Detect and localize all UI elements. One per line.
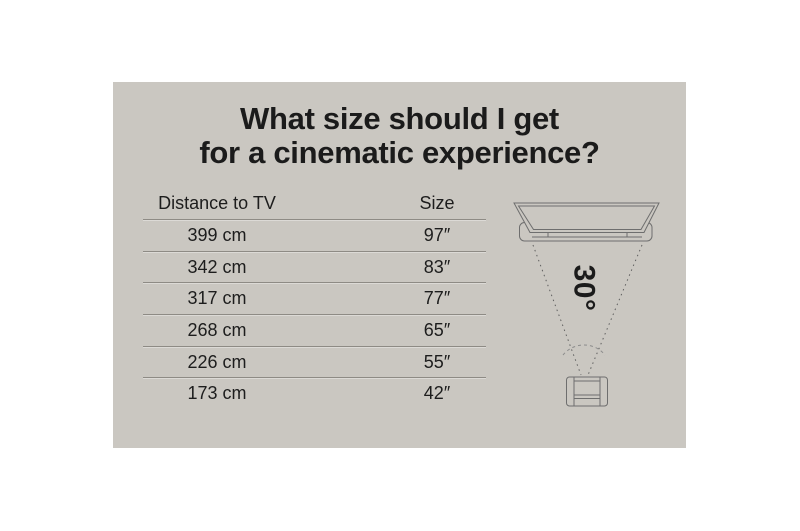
seat-outline (566, 376, 608, 407)
size-value: 83″ (423, 256, 451, 277)
page-title: What size should I get for a cinematic e… (113, 102, 686, 170)
view-cone-right-line (587, 244, 643, 376)
seat-cushion-lines (574, 380, 600, 399)
page-title-line1: What size should I get (240, 101, 559, 136)
view-cone-left-line (532, 244, 582, 376)
distance-value: 399 cm (187, 224, 247, 245)
viewing-angle-svg: 30° (513, 202, 660, 407)
seat-icon (566, 376, 608, 407)
tv-bottom-bar (532, 232, 642, 238)
column-header-size: Size (419, 193, 455, 213)
size-value: 55″ (423, 351, 451, 372)
distance-value: 226 cm (187, 351, 247, 372)
table-row: 173 cm 42″ (143, 377, 486, 409)
table-row: 226 cm 55″ (143, 345, 486, 378)
table-row: 399 cm 97″ (143, 219, 486, 251)
table-header-row: Distance to TV Size (143, 188, 486, 219)
distance-size-table: Distance to TV Size 399 cm 97″ 342 cm 83… (143, 188, 486, 409)
size-value: 42″ (423, 383, 451, 404)
table-row: 317 cm 77″ (143, 282, 486, 314)
tv-screen-outline (513, 202, 660, 233)
table-row: 268 cm 65″ (143, 314, 486, 346)
info-panel: What size should I get for a cinematic e… (113, 82, 686, 448)
tv-screen-inner (517, 205, 656, 230)
page-title-line2: for a cinematic experience? (199, 135, 600, 170)
size-value: 65″ (423, 319, 451, 340)
column-header-distance: Distance to TV (158, 193, 276, 213)
size-value: 97″ (423, 224, 451, 245)
viewing-angle-diagram: 30° (505, 198, 677, 413)
distance-value: 317 cm (187, 288, 247, 309)
angle-arc (562, 344, 606, 356)
distance-value: 268 cm (187, 319, 247, 340)
size-value: 77″ (423, 288, 451, 309)
seat-armrests (573, 377, 601, 406)
table-row: 342 cm 83″ (143, 250, 486, 283)
distance-value: 173 cm (187, 383, 247, 404)
viewing-angle-label: 30° (568, 265, 601, 312)
distance-value: 342 cm (187, 256, 247, 277)
